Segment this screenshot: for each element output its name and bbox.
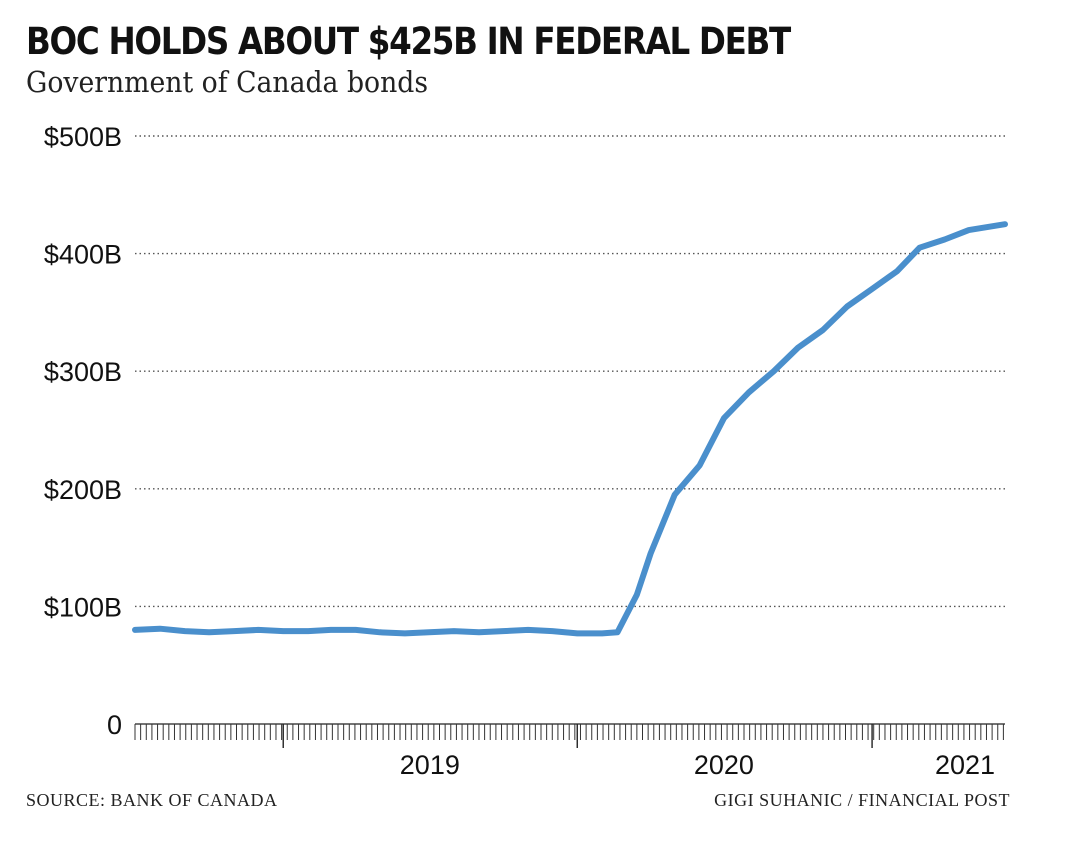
chart-title: BOC HOLDS ABOUT $425B IN FEDERAL DEBT: [26, 20, 791, 63]
credit-note: GIGI SUHANIC / FINANCIAL POST: [714, 790, 1010, 810]
series-line: [132, 221, 1008, 637]
chart-subtitle: Government of Canada bonds: [26, 65, 429, 99]
y-tick-label: 0: [107, 710, 122, 740]
y-tick-label: $400B: [44, 240, 122, 270]
y-tick-label: $500B: [44, 122, 122, 152]
x-tick-label: 2020: [694, 750, 754, 780]
y-tick-label: $300B: [44, 357, 122, 387]
x-tick-label: 2021: [935, 750, 995, 780]
x-tick-label: 2019: [400, 750, 460, 780]
source-note: SOURCE: BANK OF CANADA: [26, 790, 278, 810]
y-tick-label: $100B: [44, 592, 122, 622]
y-tick-label: $200B: [44, 475, 122, 505]
